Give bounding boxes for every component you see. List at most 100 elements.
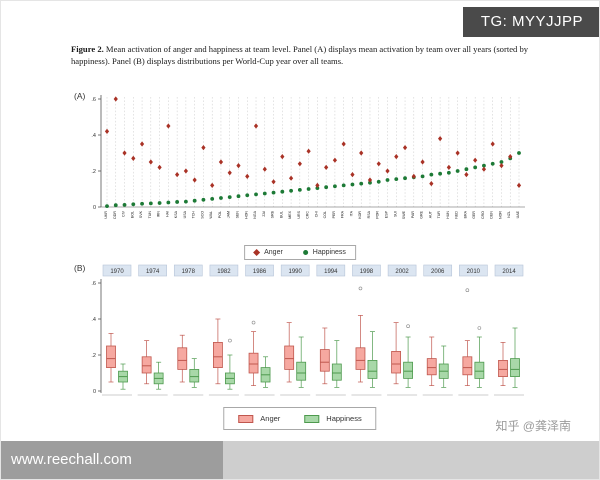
- svg-text:1982: 1982: [217, 269, 231, 275]
- svg-text:URS: URS: [297, 210, 301, 218]
- figure-caption: Figure 2. Mean activation of anger and h…: [71, 43, 535, 68]
- svg-text:0: 0: [93, 205, 96, 211]
- zhihu-credit-watermark: 知乎 @龚泽南: [495, 419, 571, 433]
- svg-text:.4: .4: [91, 317, 96, 323]
- svg-text:BRA: BRA: [463, 210, 467, 218]
- svg-text:HAI: HAI: [165, 211, 169, 217]
- anger-diamond-icon: [253, 248, 261, 257]
- svg-text:GRE: GRE: [420, 210, 424, 218]
- svg-text:POL: POL: [218, 211, 222, 218]
- svg-text:COL: COL: [323, 211, 327, 218]
- svg-text:CRC: CRC: [306, 211, 310, 219]
- anger-box-swatch: [238, 414, 254, 423]
- svg-text:1978: 1978: [182, 269, 196, 275]
- panel-b-legend: Anger Happiness: [223, 407, 377, 430]
- svg-text:JAM: JAM: [227, 211, 231, 218]
- svg-text:ZAI: ZAI: [262, 211, 266, 217]
- svg-text:SWE: SWE: [402, 210, 406, 219]
- svg-text:SVK: SVK: [139, 210, 143, 218]
- svg-text:BUL: BUL: [279, 211, 283, 218]
- svg-text:FRA: FRA: [341, 210, 345, 218]
- svg-text:TUN: TUN: [148, 211, 152, 219]
- svg-text:PAR: PAR: [411, 211, 415, 219]
- svg-text:UAE: UAE: [516, 210, 520, 218]
- happiness-legend-label: Happiness: [312, 249, 346, 256]
- anger-box-legend-label: Anger: [260, 414, 281, 423]
- panel-b-y-axis: 0 .2 .4 .6: [91, 281, 101, 395]
- svg-text:2006: 2006: [431, 269, 445, 275]
- svg-text:BOL: BOL: [130, 211, 134, 218]
- svg-text:MEX: MEX: [288, 210, 292, 218]
- happiness-box-legend-label: Happiness: [326, 414, 362, 423]
- svg-text:SUI: SUI: [393, 211, 397, 217]
- svg-text:1974: 1974: [146, 269, 160, 275]
- svg-text:RSA: RSA: [367, 210, 371, 218]
- watermark-bar-right: [223, 441, 599, 479]
- panel-a-y-axis: 0 .2 .4 .6: [91, 97, 101, 211]
- svg-text:.2: .2: [91, 353, 96, 359]
- svg-text:ITA: ITA: [349, 210, 353, 216]
- happiness-points: [105, 151, 521, 208]
- svg-text:SRB: SRB: [271, 210, 275, 218]
- svg-text:CHI: CHI: [314, 211, 318, 217]
- svg-text:GER: GER: [472, 211, 476, 219]
- svg-text:CRO: CRO: [481, 211, 485, 219]
- panel-a-scatter-chart: 0 .2 .4 .6 UKR DDR CIV BOL SVK TUN IRN HAI KSA USA TCH…: [91, 95, 525, 219]
- svg-text:DDR: DDR: [113, 211, 117, 219]
- svg-text:DEN: DEN: [490, 211, 494, 219]
- svg-text:PER: PER: [332, 211, 336, 219]
- panel-b-label: (B): [74, 263, 86, 273]
- figure-caption-text: Mean activation of anger and happiness a…: [71, 44, 529, 67]
- svg-text:NED: NED: [455, 211, 459, 219]
- svg-text:1986: 1986: [253, 269, 267, 275]
- svg-text:1994: 1994: [324, 269, 338, 275]
- svg-text:.6: .6: [91, 97, 96, 103]
- svg-text:WAL: WAL: [209, 211, 213, 219]
- svg-text:1970: 1970: [110, 269, 124, 275]
- svg-text:NZL: NZL: [507, 211, 511, 218]
- watermark-bar: www.reechall.com: [1, 441, 599, 479]
- svg-text:SEN: SEN: [235, 211, 239, 219]
- year-headers: 1970 1974 1978 1982 1986 1990 1994 1998 2002 2006…: [102, 264, 524, 277]
- svg-text:TUR: TUR: [437, 211, 441, 219]
- panel-a-x-labels: UKR DDR CIV BOL SVK TUN IRN HAI KSA USA TCH SCO WAL P…: [104, 210, 520, 219]
- svg-text:0: 0: [93, 389, 96, 395]
- anger-points: [104, 96, 522, 188]
- svg-text:AUT: AUT: [428, 210, 432, 218]
- svg-text:TCH: TCH: [192, 211, 196, 219]
- svg-text:CIV: CIV: [122, 210, 126, 217]
- svg-text:ESP: ESP: [385, 210, 389, 218]
- svg-text:.2: .2: [91, 169, 96, 175]
- happiness-boxplots: [118, 324, 520, 390]
- svg-text:KOR: KOR: [358, 211, 362, 219]
- tg-watermark-badge: TG: MYYJJPP: [462, 7, 599, 37]
- figure-caption-label: Figure 2.: [71, 44, 104, 54]
- svg-text:1998: 1998: [360, 269, 374, 275]
- svg-text:2010: 2010: [467, 269, 481, 275]
- happiness-circle-icon: [302, 250, 308, 255]
- svg-text:NGA: NGA: [253, 210, 257, 218]
- svg-text:2014: 2014: [502, 269, 516, 275]
- svg-text:2002: 2002: [395, 269, 409, 275]
- svg-text:.4: .4: [91, 133, 96, 139]
- happiness-box-swatch: [304, 414, 320, 423]
- svg-text:USA: USA: [183, 210, 187, 218]
- svg-text:IRN: IRN: [157, 211, 161, 218]
- svg-text:NOR: NOR: [498, 211, 502, 219]
- svg-text:SCO: SCO: [200, 211, 204, 219]
- panel-a-gridlines: [106, 97, 520, 207]
- svg-text:HUN: HUN: [446, 211, 450, 219]
- svg-text:.6: .6: [91, 281, 96, 287]
- anger-legend-label: Anger: [264, 249, 283, 256]
- panel-b-boxplot-chart: 1970 1974 1978 1982 1986 1990 1994 1998 2002 2006…: [91, 264, 524, 396]
- svg-text:1990: 1990: [289, 269, 303, 275]
- svg-text:UKR: UKR: [104, 211, 108, 219]
- svg-text:POR: POR: [376, 211, 380, 219]
- svg-text:KSA: KSA: [174, 210, 178, 218]
- svg-text:HON: HON: [244, 211, 248, 219]
- panel-a-label: (A): [74, 91, 86, 101]
- anger-boxplots: [106, 286, 508, 386]
- panel-a-legend: Anger Happiness: [244, 245, 356, 260]
- watermark-url: www.reechall.com: [1, 441, 223, 479]
